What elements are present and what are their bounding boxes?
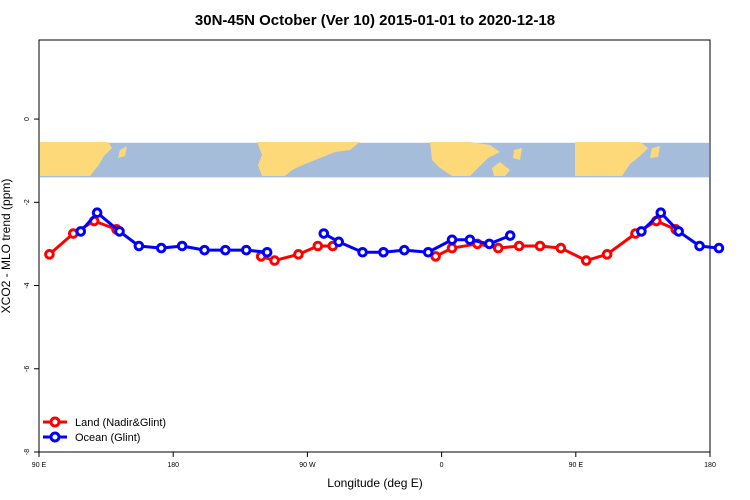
data-point [75, 226, 87, 237]
series-layer [44, 207, 725, 266]
chart-title: 30N-45N October (Ver 10) 2015-01-01 to 2… [195, 12, 555, 29]
y-tick-label: -2 [24, 199, 31, 205]
data-point [446, 234, 458, 246]
map-land [492, 162, 510, 176]
x-tick-label: 90 E [32, 462, 47, 469]
legend-land-marker [49, 416, 61, 428]
series-line [323, 232, 511, 254]
x-tick-label: 180 [704, 462, 716, 469]
data-point [601, 249, 613, 260]
map-land [257, 142, 360, 176]
data-point [269, 255, 280, 266]
data-point [430, 251, 441, 262]
data-point [333, 236, 345, 248]
data-point [492, 242, 504, 254]
map-land [118, 146, 127, 158]
data-point [378, 246, 389, 258]
legend-ocean-label: Ocean (Glint) [75, 432, 140, 444]
data-point [673, 226, 684, 237]
data-point [312, 240, 324, 252]
data-point [176, 240, 188, 252]
data-point [504, 230, 516, 241]
data-point [694, 240, 705, 252]
data-point [114, 226, 125, 237]
data-point [199, 244, 210, 256]
series-line [79, 211, 268, 254]
data-point [357, 246, 368, 258]
data-point [399, 244, 410, 256]
data-point [446, 242, 458, 254]
x-tick-label: 180 [167, 462, 179, 469]
y-tick-label: -4 [24, 282, 31, 288]
data-point [422, 246, 434, 258]
legend-ocean-marker [49, 431, 61, 443]
data-point [555, 242, 567, 254]
x-tick-label: 0 [440, 462, 444, 469]
world-map-band [40, 142, 709, 178]
data-point [534, 240, 546, 252]
data-point [155, 242, 167, 254]
data-point [655, 207, 667, 219]
data-point [513, 240, 525, 252]
data-point [44, 249, 55, 260]
data-point [318, 228, 330, 239]
y-tick-label: 0 [24, 117, 31, 121]
data-point [261, 246, 273, 258]
data-point [713, 242, 725, 254]
map-land [575, 142, 648, 176]
data-point [240, 244, 252, 256]
y-axis: 0 -2 -4 -6 -8 [24, 117, 39, 455]
legend-land-label: Land (Nadir&Glint) [75, 417, 166, 429]
x-axis: 90 E 180 90 W 0 90 E 180 [32, 452, 716, 469]
data-point [220, 244, 231, 256]
y-tick-label: -8 [24, 449, 31, 455]
x-axis-label: Longitude (deg E) [327, 476, 422, 490]
data-point [293, 249, 304, 260]
data-point [580, 255, 592, 266]
map-land [650, 146, 660, 158]
map-land [40, 142, 112, 176]
data-point [636, 226, 647, 237]
y-axis-label: XCO2 - MLO trend (ppm) [0, 179, 13, 314]
map-land [430, 142, 500, 176]
data-point [91, 207, 103, 219]
data-point [464, 234, 476, 246]
y-tick-label: -6 [24, 366, 31, 372]
data-point [484, 238, 495, 250]
x-tick-label: 90 W [299, 462, 316, 469]
series-ocean [75, 207, 725, 258]
legend: Land (Nadir&Glint) Ocean (Glint) [43, 416, 166, 444]
map-land [513, 148, 522, 160]
x-tick-label: 90 E [569, 462, 584, 469]
series-line [48, 219, 118, 256]
data-point [133, 240, 145, 252]
